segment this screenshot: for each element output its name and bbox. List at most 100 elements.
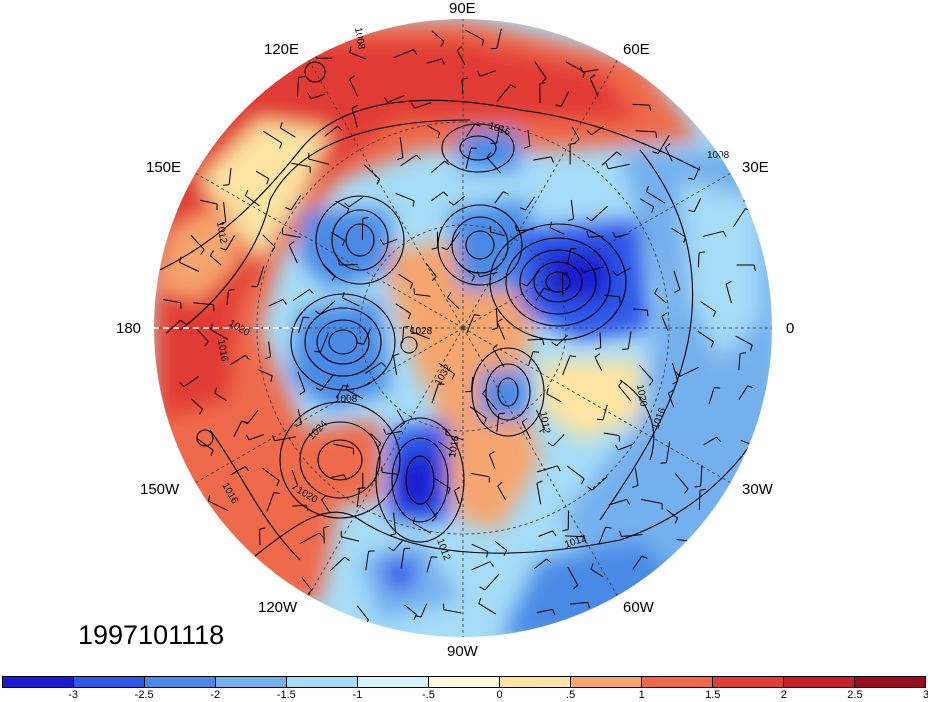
wind-barb: [601, 151, 618, 166]
wind-barb: [402, 327, 405, 343]
wind-barb: [538, 530, 553, 537]
wind-barb: [266, 492, 275, 512]
wind-barb: [570, 601, 588, 605]
wind-barb: [393, 512, 397, 534]
contour-label: 1008: [335, 394, 358, 405]
wind-barb-feather: [331, 275, 336, 282]
wind-barb-feather: [542, 339, 545, 346]
wind-barb-feather: [655, 131, 658, 138]
wind-barb: [280, 127, 296, 138]
wind-barb: [183, 375, 200, 388]
wind-barb: [535, 287, 545, 301]
wind-barb-feather: [410, 283, 414, 289]
wind-barb: [208, 500, 228, 511]
wind-barb-feather: [288, 241, 295, 246]
wind-barb-feather: [264, 356, 271, 360]
wind-barb: [582, 68, 599, 73]
wind-barb: [591, 205, 608, 222]
wind-barb-feather: [314, 310, 321, 315]
wind-barb-feather: [344, 556, 350, 562]
wind-barb: [297, 316, 304, 334]
wind-barb: [639, 198, 654, 208]
wind-barb: [331, 231, 345, 241]
colorbar-tick-label: -3: [68, 689, 78, 701]
wind-barb: [426, 556, 432, 573]
wind-barb: [393, 355, 398, 376]
wind-barb: [230, 466, 246, 476]
wind-barb: [566, 465, 585, 480]
wind-barb: [533, 156, 552, 161]
wind-barb-feather: [688, 177, 695, 180]
wind-barb: [163, 299, 181, 304]
wind-barb: [549, 227, 565, 235]
wind-barb: [383, 238, 398, 245]
wind-barb: [536, 608, 553, 614]
wind-barb: [693, 197, 702, 212]
wind-barb: [274, 436, 296, 442]
wind-barb: [223, 202, 227, 223]
wind-barb: [618, 443, 633, 451]
wind-barb: [351, 108, 358, 128]
wind-barb: [479, 271, 498, 278]
wind-barb: [671, 227, 686, 238]
wind-barb-feather: [567, 218, 574, 222]
colorbar-segment: [287, 677, 358, 687]
wind-barb-feather: [207, 495, 211, 502]
wind-barb-feather: [454, 486, 460, 491]
wind-barb: [536, 483, 542, 505]
wind-barb: [496, 125, 501, 144]
wind-barb-feather: [605, 163, 609, 169]
wind-barb: [735, 335, 753, 346]
wind-barb-feather: [618, 380, 623, 387]
wind-barb: [465, 147, 472, 169]
wind-barb: [562, 355, 571, 375]
wind-barb-feather: [646, 310, 649, 317]
wind-barb-feather: [318, 532, 324, 538]
wind-barb-feather: [479, 586, 486, 591]
wind-barb-feather: [747, 385, 754, 389]
wind-barb-feather: [279, 122, 283, 129]
wind-barb: [297, 372, 306, 392]
wind-barb-feather: [536, 480, 543, 484]
wind-barb: [396, 409, 406, 424]
wind-barb: [667, 393, 675, 408]
map-boundary: [152, 17, 774, 639]
wind-barb: [484, 574, 500, 591]
colorbar-tick-label: -2.5: [134, 689, 154, 701]
wind-barb: [738, 385, 749, 400]
wind-barb: [466, 123, 476, 137]
wind-barb: [387, 95, 405, 103]
wind-barb: [494, 541, 507, 551]
wind-barb-feather: [403, 325, 410, 328]
wind-barb-feather: [549, 221, 552, 228]
wind-barb: [210, 255, 222, 266]
wind-barb: [399, 137, 404, 158]
wind-barb: [190, 234, 205, 251]
wind-barb: [196, 438, 214, 451]
wind-barb-feather: [349, 46, 352, 53]
graticule: [153, 18, 773, 638]
wind-barb: [288, 244, 298, 264]
wind-barb: [698, 490, 701, 510]
wind-barb-feather: [688, 209, 695, 213]
wind-barb: [646, 191, 666, 204]
wind-barb-feather: [437, 132, 441, 139]
wind-barb-feather: [492, 344, 498, 349]
lon-label-120e: 120E: [264, 41, 300, 58]
wind-barb: [210, 329, 229, 341]
wind-barb: [497, 485, 506, 500]
wind-barb-feather: [547, 442, 554, 447]
wind-barb: [431, 383, 439, 403]
wind-barb-feather: [279, 142, 283, 149]
wind-barb: [725, 283, 732, 304]
wind-barb: [382, 472, 398, 475]
wind-barb-feather: [674, 289, 681, 293]
wind-barb: [590, 568, 604, 578]
wind-barb: [567, 566, 579, 586]
wind-barb: [348, 196, 365, 208]
wind-barb: [363, 328, 371, 345]
wind-barb-feather: [407, 313, 412, 320]
wind-barb-feather: [357, 342, 364, 345]
wind-barb-feather: [579, 66, 584, 73]
wind-barb-feather: [241, 420, 248, 424]
